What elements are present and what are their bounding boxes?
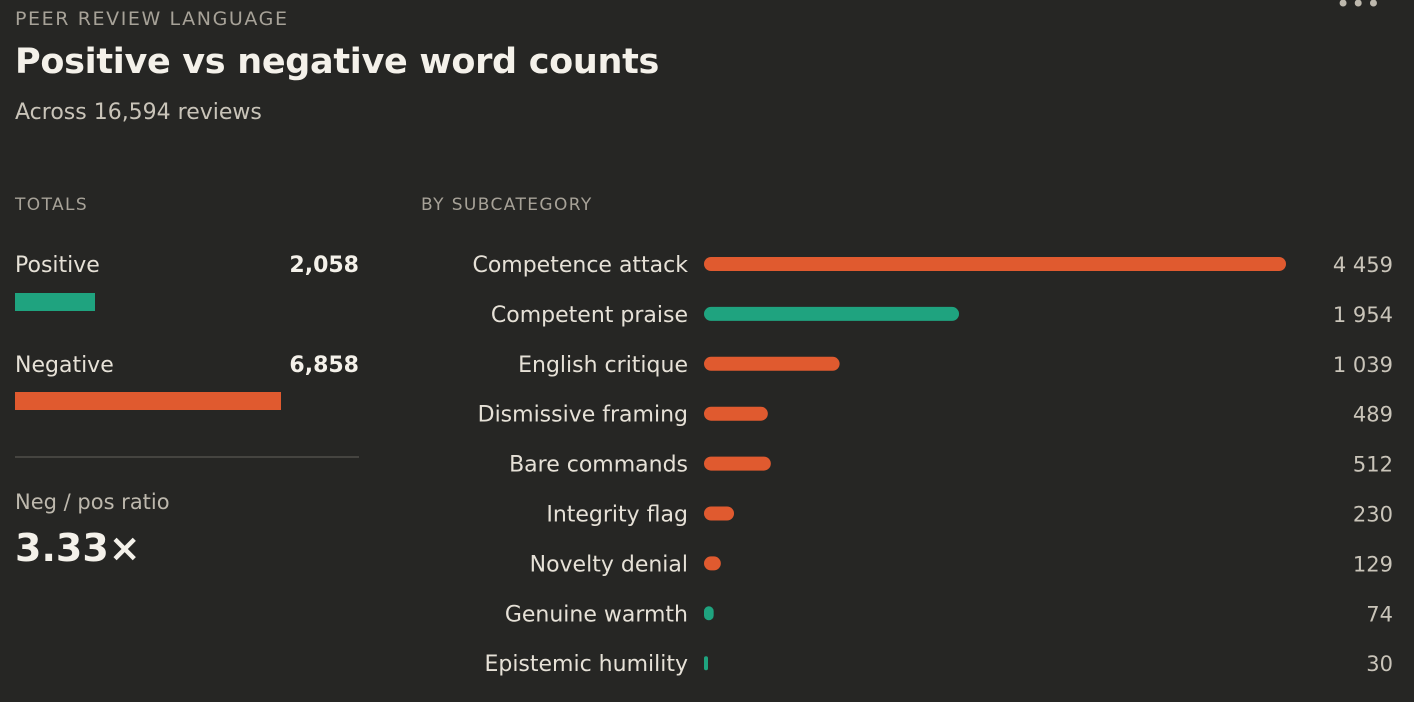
bar-dismissive-framing [704, 406, 768, 421]
bar-genuine-warmth [704, 606, 714, 621]
bar-epistemic-humility [704, 656, 708, 671]
negative-total-value: 6,858 [289, 353, 359, 378]
subcategory-section-label: BY SUBCATEGORY [421, 195, 593, 215]
bar-english-critique [704, 356, 840, 371]
ratio-label: Neg / pos ratio [15, 490, 170, 514]
category-label: Integrity flag [546, 503, 688, 528]
value-label: 4 459 [1333, 253, 1393, 277]
eyebrow-label: PEER REVIEW LANGUAGE [15, 8, 289, 30]
category-label: Epistemic humility [484, 652, 688, 677]
ratio-value: 3.33× [15, 526, 141, 570]
value-label: 512 [1353, 453, 1393, 477]
page-subtitle: Across 16,594 reviews [15, 100, 262, 125]
category-label: Genuine warmth [505, 602, 688, 627]
value-label: 129 [1353, 552, 1393, 576]
bar-integrity-flag [704, 506, 735, 521]
value-label: 74 [1366, 602, 1393, 626]
bar-novelty-denial [704, 556, 721, 571]
negative-total-bar [15, 392, 281, 410]
value-label: 230 [1353, 503, 1393, 527]
bar-competence-attack [704, 257, 1286, 271]
value-label: 489 [1353, 403, 1393, 427]
category-label: Competence attack [472, 253, 688, 278]
value-label: 1 039 [1333, 353, 1393, 377]
bar-bare-commands [704, 456, 771, 471]
category-label: Bare commands [509, 453, 688, 478]
positive-total-bar [15, 293, 95, 311]
category-label: Novelty denial [530, 552, 688, 577]
bar-competent-praise [704, 306, 960, 321]
page-title: Positive vs negative word counts [15, 42, 660, 82]
totals-divider [15, 456, 359, 458]
positive-total-value: 2,058 [289, 253, 359, 278]
category-label: Dismissive framing [478, 403, 688, 428]
positive-total-label: Positive [15, 253, 100, 278]
more-dots-icon[interactable]: ••• [1336, 0, 1382, 18]
value-label: 1 954 [1333, 303, 1393, 327]
totals-section-label: TOTALS [15, 195, 89, 215]
category-label: English critique [518, 353, 688, 378]
value-label: 30 [1366, 652, 1393, 676]
negative-total-label: Negative [15, 353, 114, 378]
category-label: Competent praise [491, 303, 688, 328]
